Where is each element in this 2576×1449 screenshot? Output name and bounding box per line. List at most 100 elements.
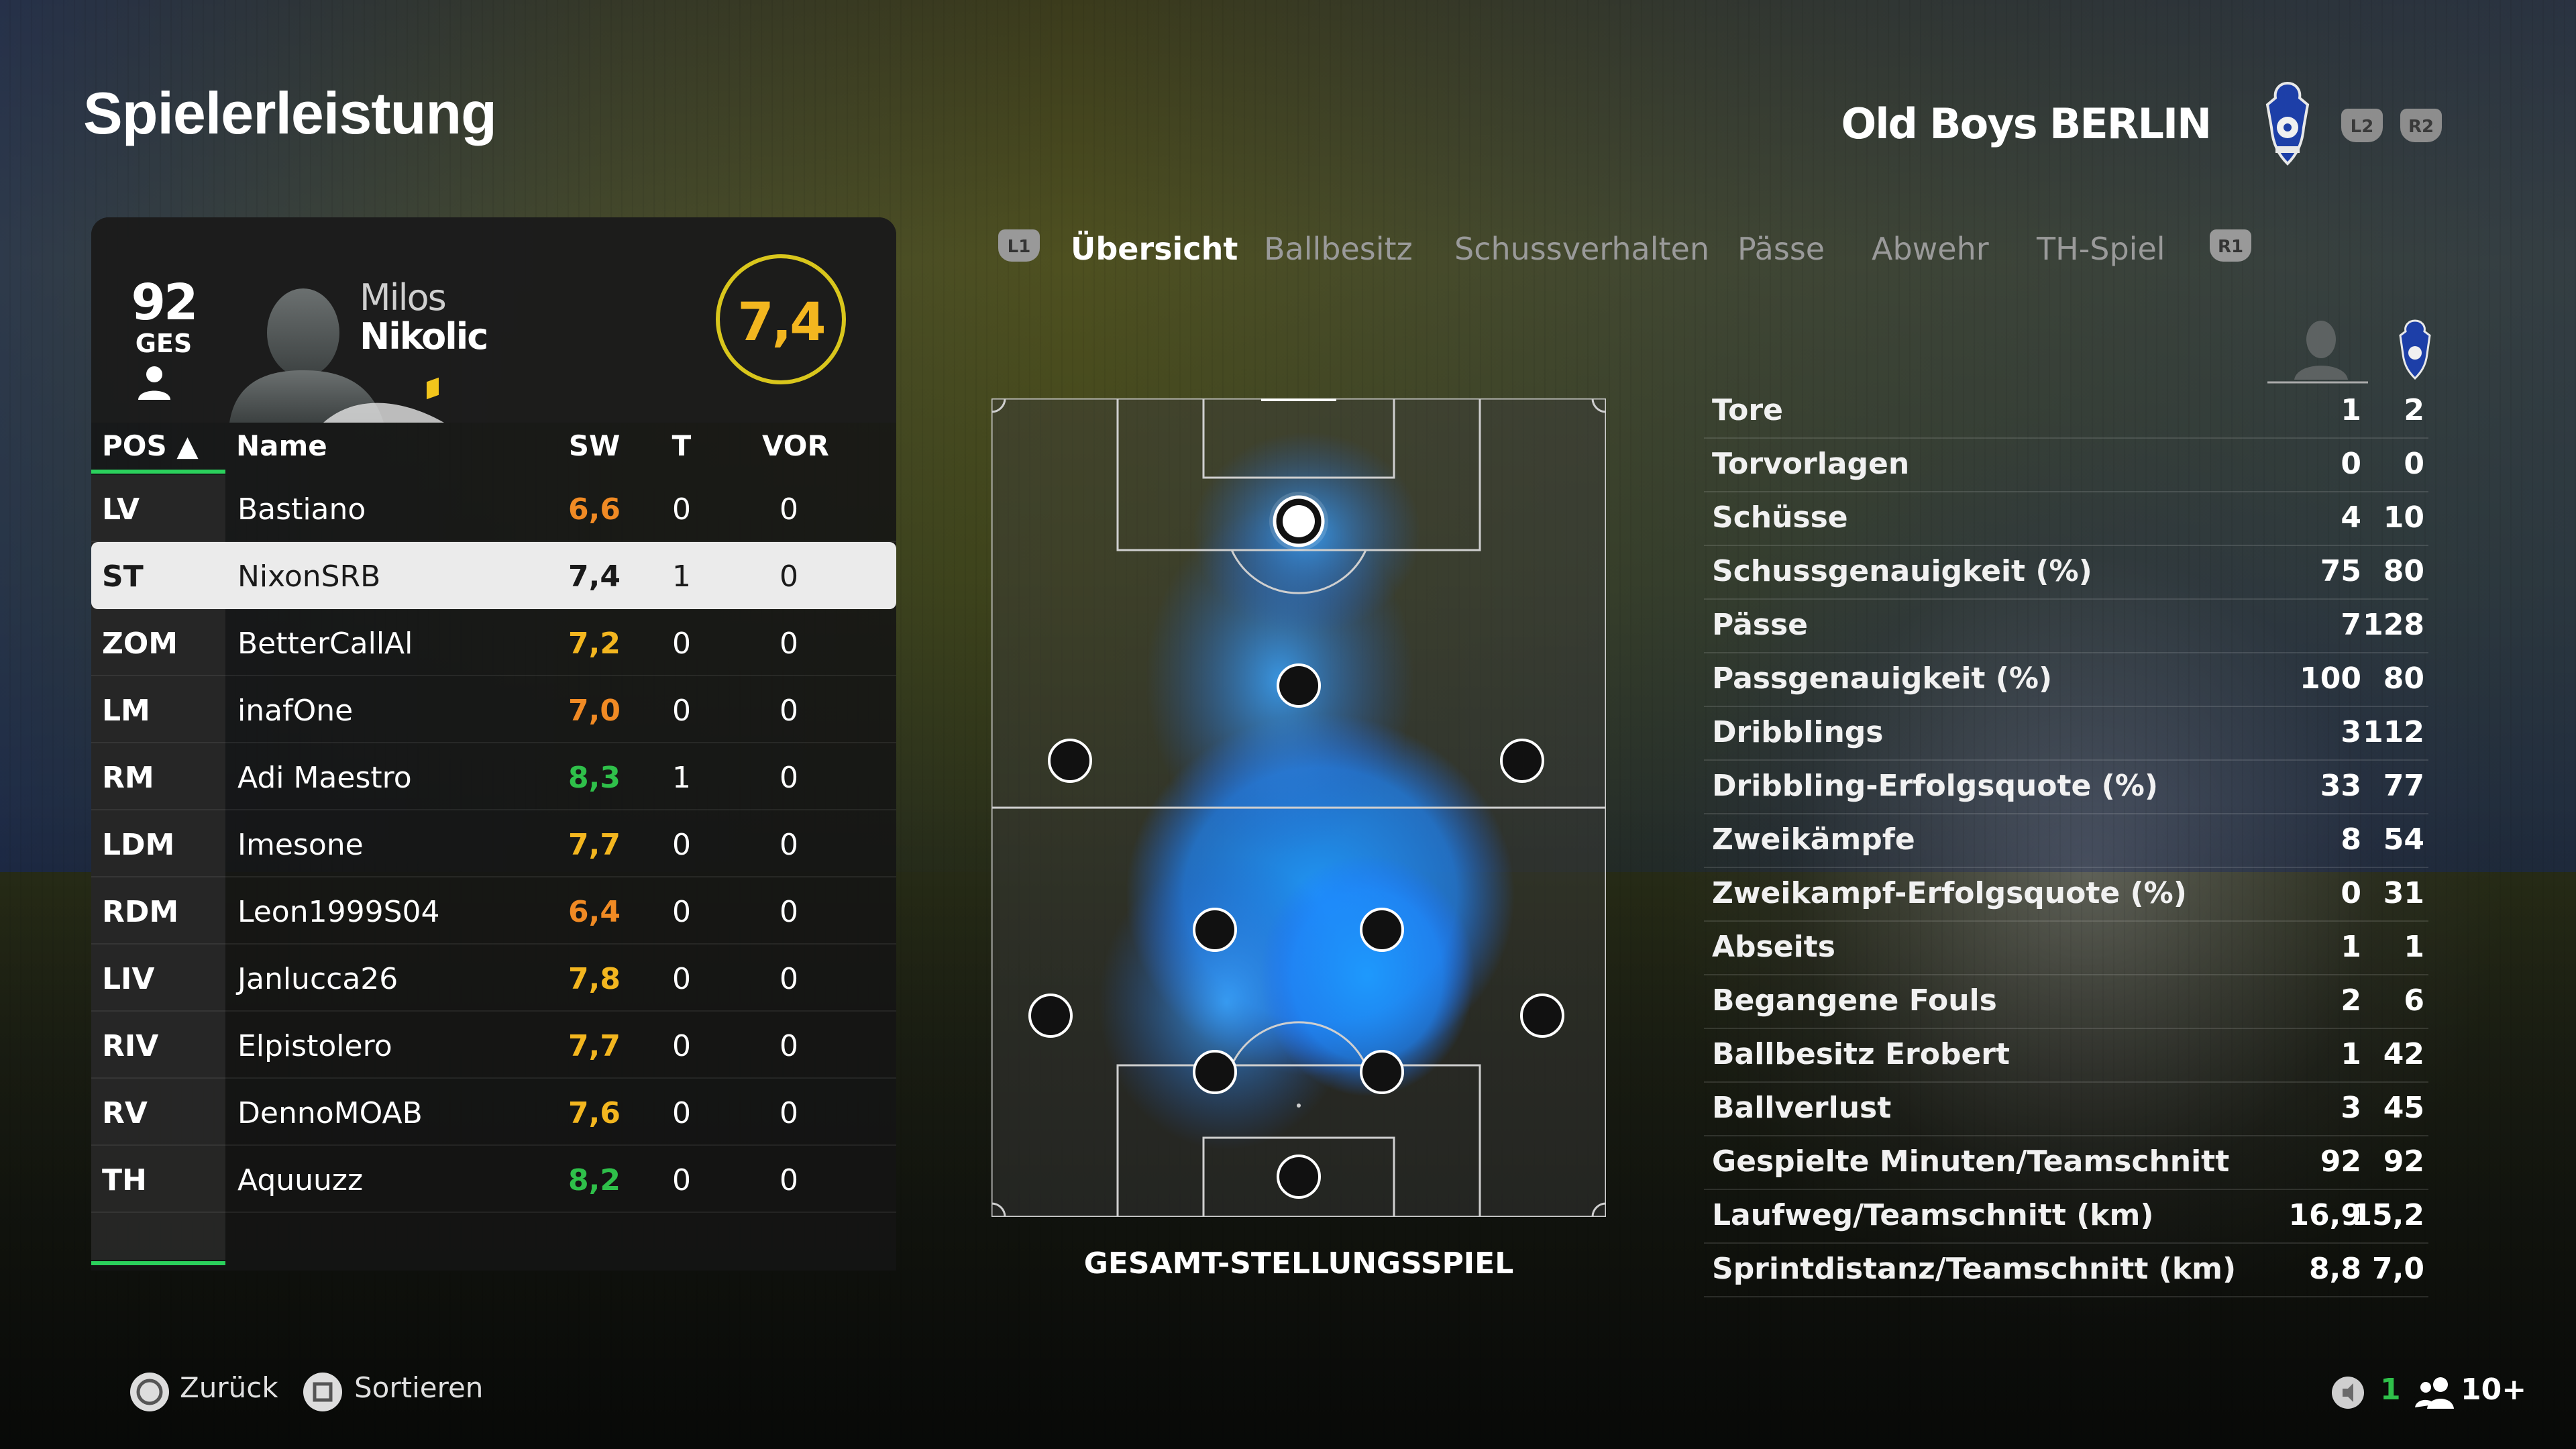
table-row[interactable]: LDM Imesone 7,7 0 0 bbox=[91, 810, 896, 877]
row-assists: 0 bbox=[780, 895, 798, 929]
header-t[interactable]: T bbox=[672, 429, 692, 462]
table-row[interactable]: LIV Janlucca26 7,8 0 0 bbox=[91, 945, 896, 1012]
header-vor[interactable]: VOR bbox=[762, 429, 829, 462]
tab-paesse[interactable]: Pässe bbox=[1737, 231, 1825, 267]
row-goals: 0 bbox=[672, 895, 691, 929]
stat-team-value: 31 bbox=[2383, 876, 2424, 910]
stat-label: Schüsse bbox=[1712, 500, 1848, 535]
tab-th-spiel[interactable]: TH-Spiel bbox=[2037, 231, 2165, 267]
stat-player-value: 8,8 bbox=[2309, 1252, 2361, 1286]
row-assists: 0 bbox=[780, 627, 798, 661]
stat-row: Ballbesitz Erobert 1 42 bbox=[1704, 1029, 2428, 1083]
stat-player-value: 3 bbox=[2341, 1091, 2361, 1125]
player-portrait bbox=[229, 288, 444, 423]
pitch-label: GESAMT-STELLUNGSSPIEL bbox=[1083, 1246, 1514, 1281]
stat-team-value: 7,0 bbox=[2372, 1252, 2424, 1286]
r2-button[interactable]: R2 bbox=[2400, 109, 2442, 142]
stat-row: Abseits 1 1 bbox=[1704, 922, 2428, 975]
stats-list: Tore 1 2 Torvorlagen 0 0 Schüsse 4 10 Schussge… bbox=[1704, 385, 2428, 1297]
row-assists: 0 bbox=[780, 559, 798, 594]
stat-team-value: 80 bbox=[2383, 661, 2424, 696]
table-row[interactable]: LV Bastiano 6,6 0 0 bbox=[91, 475, 896, 542]
row-goals: 0 bbox=[672, 694, 691, 728]
stat-row: Zweikampf-Erfolgsquote (%) 0 31 bbox=[1704, 868, 2428, 922]
table-row[interactable]: LM inafOne 7,0 0 0 bbox=[91, 676, 896, 743]
stat-team-value: 128 bbox=[2363, 608, 2424, 642]
table-row[interactable]: RM Adi Maestro 8,3 1 0 bbox=[91, 743, 896, 810]
stat-column-icons bbox=[2267, 319, 2431, 384]
stat-row: Schüsse 4 10 bbox=[1704, 492, 2428, 546]
player-silhouette-icon bbox=[2267, 321, 2368, 384]
row-goals: 0 bbox=[672, 1096, 691, 1130]
stat-player-value: 4 bbox=[2341, 500, 2361, 535]
row-assists: 0 bbox=[780, 761, 798, 795]
header-pos[interactable]: POS ▲ bbox=[102, 429, 199, 462]
table-row[interactable]: TH Aquuuzz 8,2 0 0 bbox=[91, 1146, 896, 1213]
circle-button-icon[interactable] bbox=[129, 1371, 170, 1413]
player-first-name: Milos bbox=[360, 276, 447, 319]
stat-player-value: 92 bbox=[2320, 1144, 2361, 1179]
row-goals: 0 bbox=[672, 492, 691, 527]
row-name: inafOne bbox=[237, 694, 354, 728]
tab-ballbesitz[interactable]: Ballbesitz bbox=[1264, 231, 1413, 267]
row-goals: 1 bbox=[672, 761, 691, 795]
sort-button[interactable]: Sortieren bbox=[354, 1371, 484, 1404]
stat-label: Torvorlagen bbox=[1712, 447, 1910, 481]
stat-label: Dribblings bbox=[1712, 715, 1884, 749]
tab-uebersicht[interactable]: Übersicht bbox=[1071, 231, 1238, 267]
stat-player-value: 1 bbox=[2341, 930, 2361, 964]
stat-team-value: 2 bbox=[2404, 393, 2424, 427]
l2-button[interactable]: L2 bbox=[2341, 109, 2383, 142]
row-goals: 0 bbox=[672, 1163, 691, 1197]
row-name: DennoMOAB bbox=[237, 1096, 423, 1130]
table-row[interactable]: RDM Leon1999S04 6,4 0 0 bbox=[91, 877, 896, 945]
team-crest-icon bbox=[2265, 81, 2310, 166]
stat-row: Begangene Fouls 2 6 bbox=[1704, 975, 2428, 1029]
stat-team-value: 112 bbox=[2363, 715, 2424, 749]
row-rating: 8,2 bbox=[568, 1163, 621, 1197]
stat-team-value: 80 bbox=[2383, 554, 2424, 588]
row-pos: RIV bbox=[102, 1029, 159, 1063]
row-goals: 0 bbox=[672, 1029, 691, 1063]
stat-player-value: 0 bbox=[2341, 447, 2361, 481]
tab-schussverhalten[interactable]: Schussverhalten bbox=[1454, 231, 1709, 267]
stat-row: Passgenauigkeit (%) 100 80 bbox=[1704, 653, 2428, 707]
r1-button[interactable]: R1 bbox=[2210, 229, 2251, 262]
header-sw[interactable]: SW bbox=[568, 429, 621, 462]
row-rating: 6,6 bbox=[568, 492, 621, 527]
stat-player-value: 7 bbox=[2341, 608, 2361, 642]
tab-abwehr[interactable]: Abwehr bbox=[1872, 231, 1989, 267]
stat-player-value: 1 bbox=[2341, 1037, 2361, 1071]
stat-label: Passgenauigkeit (%) bbox=[1712, 661, 2053, 696]
row-pos: LDM bbox=[102, 828, 175, 862]
row-goals: 1 bbox=[672, 559, 691, 594]
row-name: Bastiano bbox=[237, 492, 366, 527]
row-pos: LIV bbox=[102, 962, 155, 996]
row-assists: 0 bbox=[780, 962, 798, 996]
row-pos: RV bbox=[102, 1096, 148, 1130]
player-table: LV Bastiano 6,6 0 0 ST NixonSRB 7,4 1 0 ZOM Bette… bbox=[91, 475, 896, 1213]
stat-team-value: 1 bbox=[2404, 930, 2424, 964]
row-pos: RDM bbox=[102, 895, 179, 929]
overall-rating: 92 bbox=[131, 274, 199, 331]
l1-button[interactable]: L1 bbox=[998, 229, 1040, 262]
stat-player-value: 75 bbox=[2320, 554, 2361, 588]
square-button-icon[interactable] bbox=[302, 1371, 343, 1413]
stat-team-value: 10 bbox=[2383, 500, 2424, 535]
row-pos: LM bbox=[102, 694, 150, 728]
row-rating: 7,0 bbox=[568, 694, 621, 728]
back-button[interactable]: Zurück bbox=[180, 1371, 278, 1404]
stat-row: Pässe 7 128 bbox=[1704, 600, 2428, 653]
table-scroll-indicator bbox=[91, 1261, 225, 1265]
table-row-selected[interactable]: ST NixonSRB 7,4 1 0 bbox=[91, 542, 896, 609]
stat-row: Dribbling-Erfolgsquote (%) 33 77 bbox=[1704, 761, 2428, 814]
mic-count: 1 bbox=[2380, 1373, 2401, 1407]
header-name[interactable]: Name bbox=[236, 429, 327, 462]
stat-label: Tore bbox=[1712, 393, 1783, 427]
stat-row: Sprintdistanz/Teamschnitt (km) 8,8 7,0 bbox=[1704, 1244, 2428, 1297]
stat-label: Pässe bbox=[1712, 608, 1808, 642]
table-row[interactable]: ZOM BetterCallAl 7,2 0 0 bbox=[91, 609, 896, 676]
table-row[interactable]: RIV Elpistolero 7,7 0 0 bbox=[91, 1012, 896, 1079]
row-name: Leon1999S04 bbox=[237, 895, 440, 929]
table-row[interactable]: RV DennoMOAB 7,6 0 0 bbox=[91, 1079, 896, 1146]
